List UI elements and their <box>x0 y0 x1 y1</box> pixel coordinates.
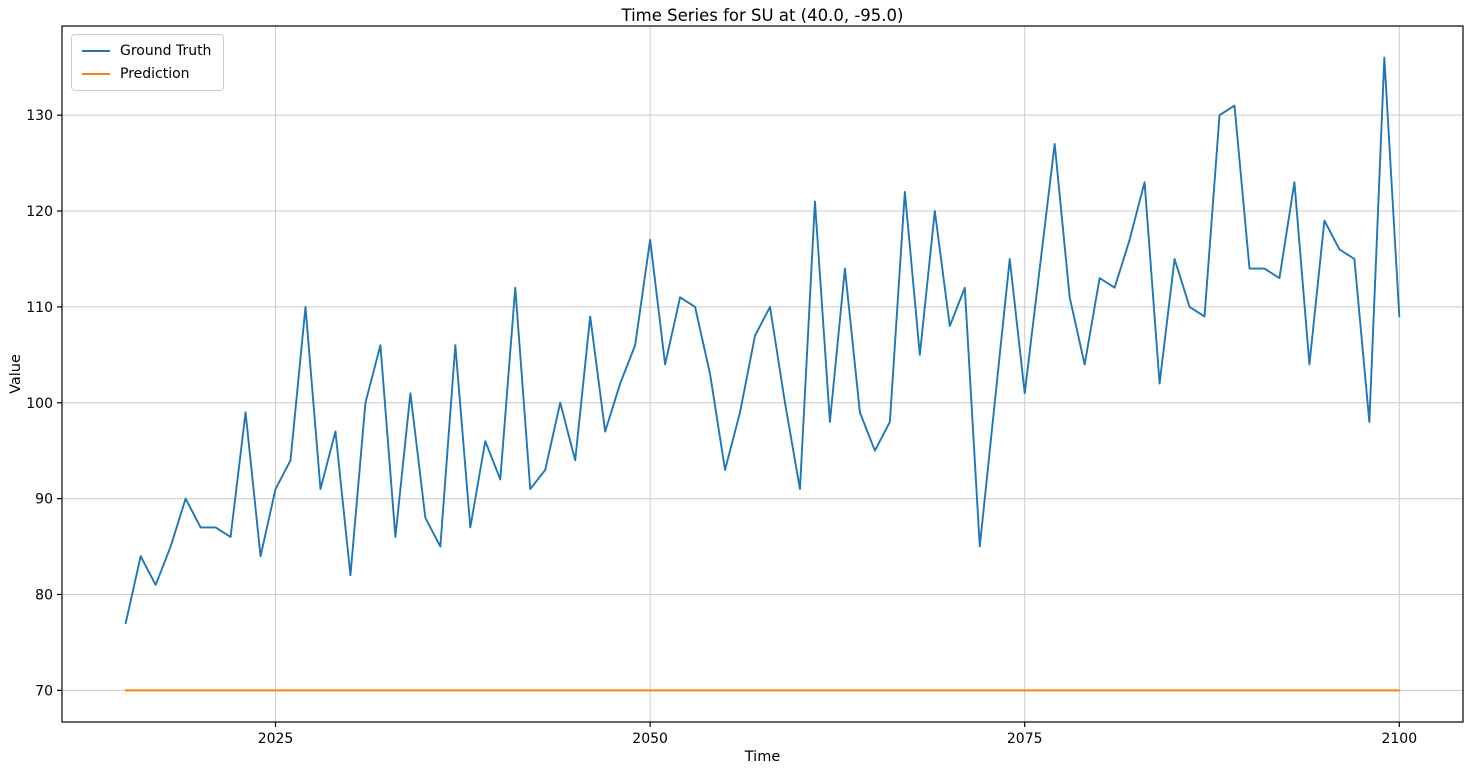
x-tick-label: 2050 <box>632 731 668 747</box>
x-tick-label: 2100 <box>1381 731 1417 747</box>
x-axis-label: Time <box>744 749 781 765</box>
legend: Ground Truth Prediction <box>71 34 225 91</box>
y-tick-label: 130 <box>26 108 53 124</box>
y-tick-label: 70 <box>35 683 53 699</box>
y-tick-label: 100 <box>26 396 53 412</box>
ground-truth-line <box>124 56 1401 625</box>
y-tick-label: 80 <box>35 587 53 603</box>
legend-label-ground-truth: Ground Truth <box>120 43 212 59</box>
legend-item-prediction: Prediction <box>82 67 211 81</box>
plot-border <box>61 25 1464 723</box>
legend-swatch-ground-truth <box>82 50 110 52</box>
legend-swatch-prediction <box>82 73 110 75</box>
x-tick-label: 2075 <box>1007 731 1043 747</box>
x-tick-label: 2025 <box>258 731 294 747</box>
legend-item-ground-truth: Ground Truth <box>82 44 211 58</box>
y-tick-label: 120 <box>26 204 53 220</box>
chart-title: Time Series for SU at (40.0, -95.0) <box>621 6 904 25</box>
legend-label-prediction: Prediction <box>120 66 190 82</box>
y-axis-label: Value <box>8 354 24 394</box>
y-tick-label: 90 <box>35 492 53 508</box>
y-tick-label: 110 <box>26 300 53 316</box>
